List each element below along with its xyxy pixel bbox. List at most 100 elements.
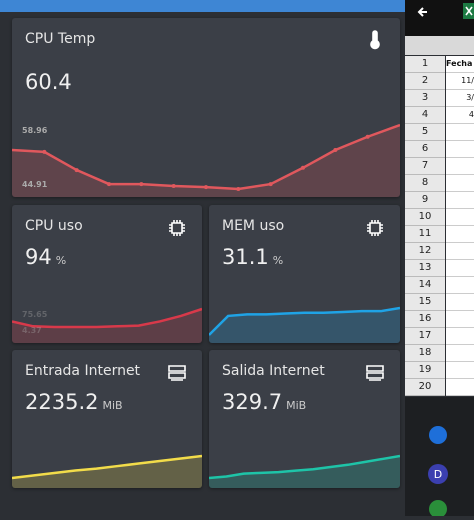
icon <box>169 220 185 236</box>
unit: MiB <box>102 399 123 412</box>
sparkline: 75.65 4.37 <box>12 307 202 343</box>
icon <box>370 30 380 50</box>
cell <box>446 175 474 192</box>
cell: Fecha <box>446 56 474 73</box>
cell <box>446 379 474 396</box>
row-number: 6 <box>405 141 445 158</box>
cell <box>446 192 474 209</box>
value-text: 329.7 <box>222 390 283 414</box>
value-text: 31.1 <box>222 245 269 269</box>
point <box>107 182 111 187</box>
unit: % <box>55 254 67 267</box>
point <box>42 149 47 154</box>
row-number: 1 <box>405 56 445 73</box>
sparkline <box>209 306 400 343</box>
top-bar <box>0 0 405 12</box>
card-value: 2235.2 MiB <box>25 390 123 414</box>
row-number: 15 <box>405 294 445 311</box>
card-title: CPU Temp <box>25 31 96 47</box>
row-number: 11 <box>405 226 445 243</box>
point <box>333 147 338 152</box>
row-number: 18 <box>405 345 445 362</box>
range-label: 4.37 <box>22 326 42 335</box>
value-text: 2235.2 <box>25 390 99 414</box>
row-number: 4 <box>405 107 445 124</box>
row-number: 2 <box>405 73 445 90</box>
point <box>268 182 273 187</box>
cell <box>446 260 474 277</box>
row-number: 17 <box>405 328 445 345</box>
sparkline-area <box>209 456 400 488</box>
card-value: 31.1% <box>222 245 283 269</box>
point <box>365 134 370 139</box>
sparkline-area <box>12 309 202 343</box>
sparkline <box>12 454 202 488</box>
card: MEM uso 31.1% <box>209 205 400 343</box>
cell: 4 <box>446 107 474 124</box>
range-label: 44.91 <box>22 180 48 189</box>
icon <box>168 365 186 381</box>
card-title: MEM uso <box>222 218 285 234</box>
cell <box>446 226 474 243</box>
cell <box>446 345 474 362</box>
sheet-bottom: D <box>405 397 474 518</box>
row-number: 10 <box>405 209 445 226</box>
range-label: 75.65 <box>22 310 48 319</box>
card-title: CPU uso <box>25 218 83 234</box>
sheet-header <box>405 0 474 36</box>
cell <box>446 311 474 328</box>
col-header <box>405 36 474 55</box>
sparkline-line <box>209 306 400 336</box>
card-title: Entrada Internet <box>25 363 141 379</box>
cell <box>446 243 474 260</box>
card-value: 94% <box>25 245 66 269</box>
card-icon <box>169 220 185 236</box>
sparkline-area <box>12 125 400 197</box>
value-text: 60.4 <box>25 70 72 94</box>
cell <box>446 328 474 345</box>
card-icon <box>370 30 380 50</box>
card-icon <box>366 365 384 381</box>
range-label: 58.96 <box>22 126 48 135</box>
sheet-toolbar <box>417 3 474 19</box>
sparkline-line <box>209 454 400 480</box>
cell <box>446 141 474 158</box>
row-number: 19 <box>405 362 445 379</box>
card-icon <box>168 365 186 381</box>
sparkline: 58.96 44.91 <box>12 123 400 197</box>
sparkline-area <box>12 456 202 488</box>
point <box>204 185 208 190</box>
row-number: 9 <box>405 192 445 209</box>
sparkline-line <box>12 307 202 329</box>
value-text: 94 <box>25 245 52 269</box>
row-number: 8 <box>405 175 445 192</box>
cell <box>446 124 474 141</box>
row-number: 7 <box>405 158 445 175</box>
point <box>301 165 305 170</box>
row-number: 3 <box>405 90 445 107</box>
row-number: 13 <box>405 260 445 277</box>
card: Salida Internet 329.7 MiB <box>209 350 400 488</box>
row-number: 12 <box>405 243 445 260</box>
back-icon[interactable] <box>417 7 427 17</box>
point <box>139 182 144 187</box>
card-icon <box>367 220 383 236</box>
point <box>74 168 79 173</box>
row-number: 5 <box>405 124 445 141</box>
card-value: 329.7 MiB <box>222 390 306 414</box>
point <box>236 187 241 191</box>
cell <box>446 158 474 175</box>
cell <box>446 294 474 311</box>
cell <box>446 362 474 379</box>
sparkline-line <box>12 454 202 480</box>
sparkline <box>209 454 400 488</box>
card-title: Salida Internet <box>222 363 325 379</box>
sparkline-area <box>209 308 400 343</box>
unit: MiB <box>286 399 307 412</box>
row-number: 14 <box>405 277 445 294</box>
row-number: 20 <box>405 379 445 396</box>
cell: 11/ <box>446 73 474 90</box>
cell: 3/ <box>446 90 474 107</box>
unit: % <box>272 254 284 267</box>
